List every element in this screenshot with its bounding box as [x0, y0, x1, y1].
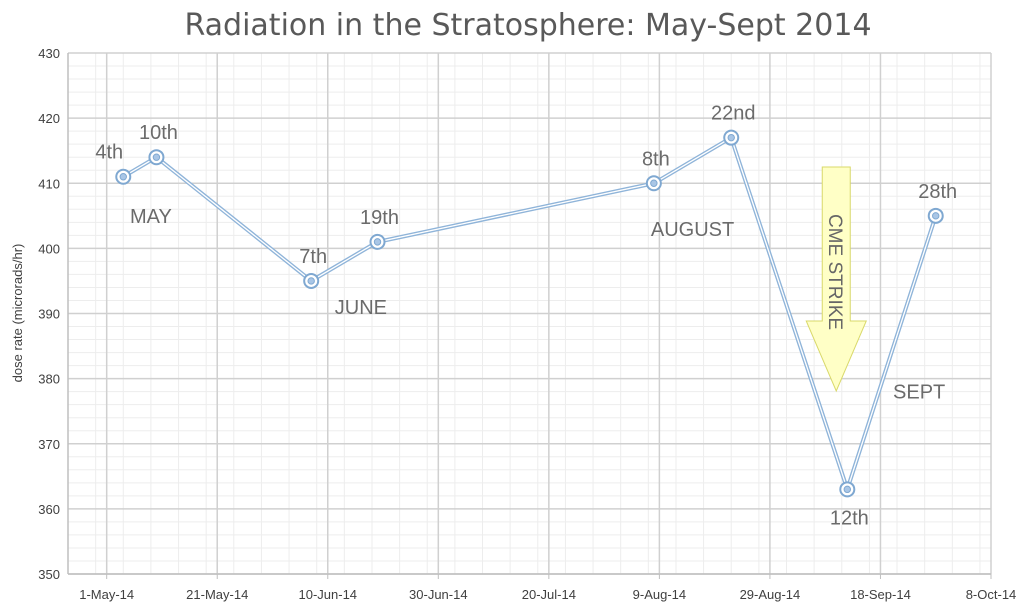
data-point-core: [650, 179, 658, 187]
y-tick-label: 390: [38, 307, 60, 322]
y-tick-label: 370: [38, 437, 60, 452]
y-tick-label: 430: [38, 46, 60, 61]
y-tick-label: 350: [38, 567, 60, 582]
month-annotation: JUNE: [335, 297, 387, 319]
data-point-core: [373, 238, 382, 246]
month-annotation: AUGUST: [651, 219, 734, 241]
x-tick-label: 9-Aug-14: [633, 587, 686, 602]
cme-arrow: CME STRIKE: [805, 166, 868, 393]
data-label: 28th: [918, 181, 957, 203]
series-line-highlight: [122, 137, 937, 490]
x-tick-label: 21-May-14: [186, 587, 248, 602]
x-tick-label: 30-Jun-14: [409, 587, 468, 602]
y-tick-label: 380: [38, 372, 60, 387]
x-tick-label: 29-Aug-14: [740, 587, 801, 602]
cme-arrow-label: CME STRIKE: [824, 214, 845, 330]
month-annotation: MAY: [130, 206, 172, 228]
month-annotation: SEPT: [893, 382, 945, 404]
y-tick-label: 400: [38, 241, 60, 256]
data-point-core: [932, 212, 940, 220]
x-tick-label: 20-Jul-14: [522, 587, 576, 602]
y-tick-label: 410: [38, 176, 60, 191]
data-point-core: [307, 277, 315, 285]
data-point-core: [727, 133, 735, 142]
data-point-core: [119, 173, 127, 181]
grid: [67, 52, 992, 575]
data-label: 10th: [139, 122, 178, 144]
cme-arrow-shape: [805, 166, 868, 393]
chart-title: Radiation in the Stratosphere: May-Sept …: [184, 8, 871, 43]
x-tick-label: 18-Sep-14: [850, 587, 911, 602]
data-label: 4th: [95, 142, 123, 164]
axes: [67, 53, 991, 575]
annotations: 4th 10th 7th 19th 8th 22nd 12th 28th MAY JUNE AUGU…: [95, 103, 957, 530]
x-tick-label: 8-Oct-14: [966, 587, 1017, 602]
y-axis-label: dose rate (microrads/hr): [10, 244, 25, 383]
data-point-core: [152, 153, 161, 161]
data-label: 7th: [299, 246, 327, 268]
data-point-core: [843, 485, 851, 494]
data-label: 8th: [642, 148, 670, 170]
x-ticks: 1-May-14 21-May-14 10-Jun-14 30-Jun-14 20-Ju…: [79, 574, 1016, 602]
y-tick-label: 360: [38, 502, 60, 517]
x-tick-label: 10-Jun-14: [298, 587, 357, 602]
x-tick-label: 1-May-14: [79, 587, 134, 602]
data-label: 12th: [830, 507, 869, 529]
data-label: 19th: [360, 207, 399, 229]
y-tick-label: 420: [38, 111, 60, 126]
y-ticks: 350 360 370 380 390 400 410 420 430: [38, 46, 60, 582]
series: [115, 129, 944, 498]
data-label: 22nd: [711, 103, 756, 125]
